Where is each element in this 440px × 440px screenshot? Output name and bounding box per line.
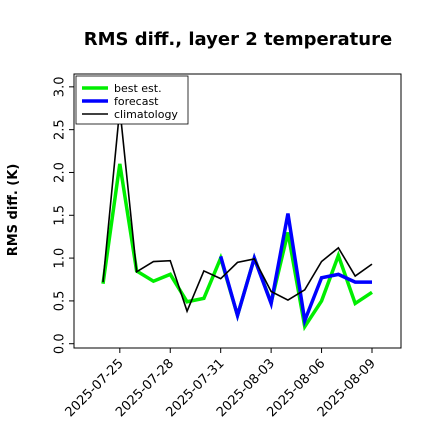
series-layer [101, 108, 373, 332]
y-tick-label: 0.5 [53, 291, 68, 312]
y-tick-label: 2.5 [53, 119, 68, 140]
legend-label: best est. [114, 82, 162, 95]
y-tick-label: 1.0 [53, 248, 68, 269]
series-line-climatology [102, 108, 373, 314]
x-axis: 2025-07-252025-07-282025-07-312025-08-03… [63, 348, 379, 420]
y-tick-label: 0.0 [53, 333, 68, 354]
legend-label: climatology [114, 108, 178, 121]
y-axis-label: RMS diff. (K) [6, 164, 21, 257]
y-tick-label: 3.0 [53, 77, 68, 98]
legend-label: forecast [114, 95, 159, 108]
series-line-best-est [101, 163, 373, 332]
y-axis: 0.0 0.5 1.0 1.5 2.0 2.5 3.0 [53, 77, 74, 354]
y-tick-label: 2.0 [53, 162, 68, 183]
y-tick-label: 1.5 [53, 205, 68, 226]
chart-title: RMS diff., layer 2 temperature [84, 29, 392, 50]
plot-frame [73, 73, 402, 349]
series-line-forecast [219, 213, 372, 328]
